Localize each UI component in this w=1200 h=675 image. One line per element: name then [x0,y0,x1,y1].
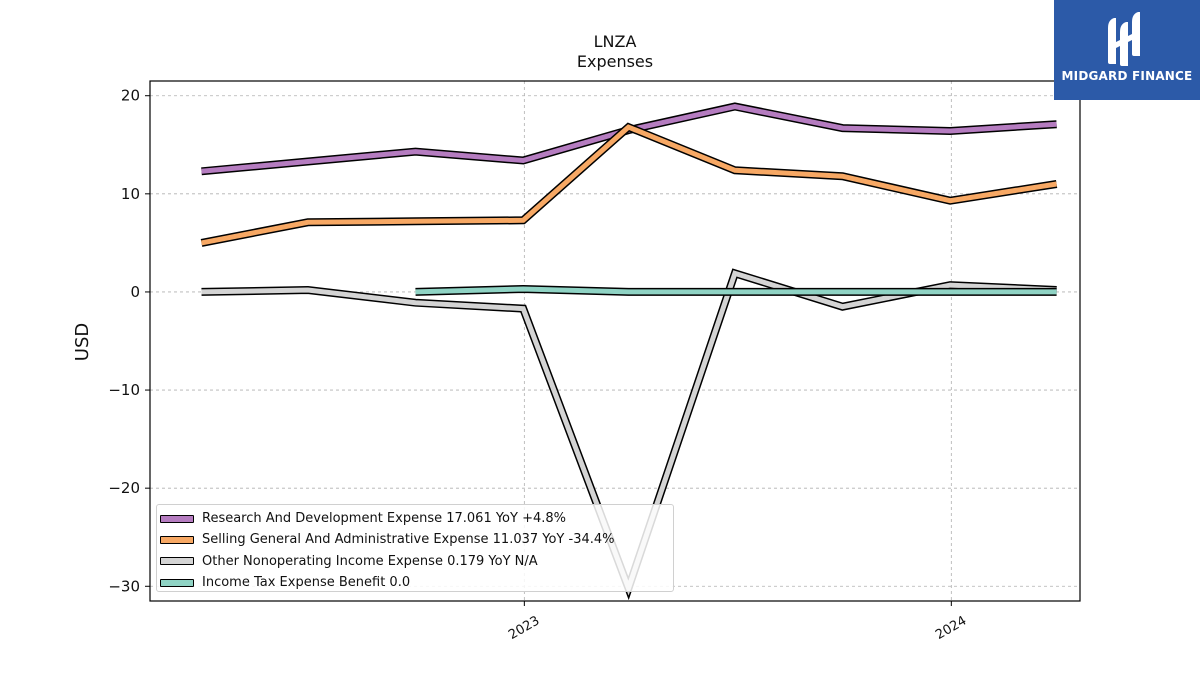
legend-swatch-nonoperating [160,557,194,566]
legend-swatch-research [160,514,194,523]
y-tick-label: 10 [121,185,140,203]
y-tick-label: −30 [108,577,140,595]
legend-label-sga: Selling General And Administrative Expen… [202,532,615,548]
midgard-finance-logo: MIDGARD FINANCE [1054,0,1200,100]
legend-item-research: Research And Development Expense 17.061 … [157,508,673,529]
legend-label-income-tax: Income Tax Expense Benefit 0.0 [202,575,411,591]
series-line-income-tax-expense-benefit [415,286,1057,295]
legend-swatch-income-tax [160,578,194,587]
legend: Research And Development Expense 17.061 … [156,504,674,592]
y-tick-label: 0 [130,283,140,301]
legend-item-income-tax: Income Tax Expense Benefit 0.0 [157,572,673,593]
legend-label-nonoperating: Other Nonoperating Income Expense 0.179 … [202,553,538,569]
chart-title: LNZA [594,32,637,51]
y-tick-label: −10 [108,381,140,399]
legend-label-research: Research And Development Expense 17.061 … [202,511,567,527]
plot-frame [149,80,1081,602]
x-tick-label: 2023 [506,613,542,643]
chart-subtitle: Expenses [577,52,653,71]
legend-swatch-sga [160,535,194,544]
legend-item-nonoperating: Other Nonoperating Income Expense 0.179 … [157,551,673,572]
y-axis-label: USD [72,323,93,361]
series-line-research-and-development-expense [201,103,1057,174]
logo-mark-icon [1108,12,1140,66]
legend-item-sga: Selling General And Administrative Expen… [157,529,673,550]
y-tick-label: −20 [108,479,140,497]
x-tick-label: 2024 [933,613,969,643]
series-outline-selling-general-and-administrative-expense [200,122,1058,247]
y-tick-label: 20 [121,87,140,105]
logo-text: MIDGARD FINANCE [1061,69,1193,83]
